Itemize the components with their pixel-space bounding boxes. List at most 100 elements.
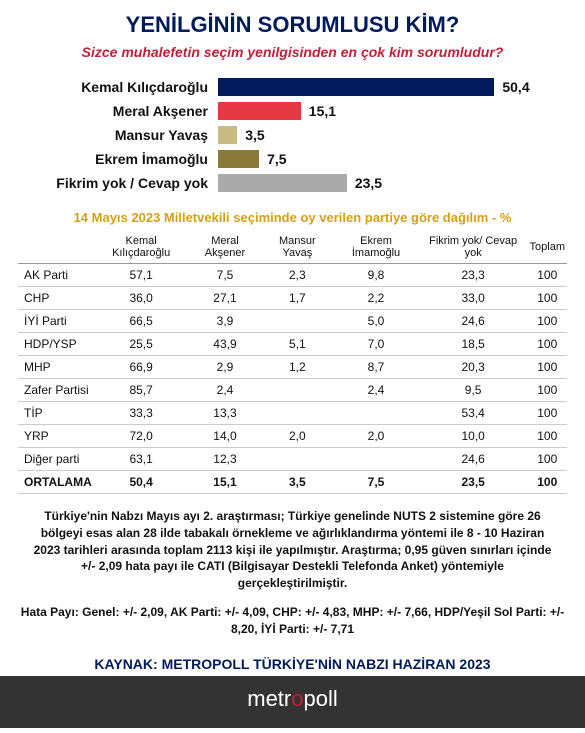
table-cell: 100 <box>528 379 568 402</box>
table-header-cell: Mansur Yavaş <box>261 231 333 264</box>
bar-value: 3,5 <box>245 127 264 143</box>
bar-value: 7,5 <box>267 151 286 167</box>
table-title: 14 Mayıs 2023 Milletvekili seçiminde oy … <box>18 210 567 225</box>
table-row: MHP66,92,91,28,720,3100 <box>18 356 567 379</box>
bar-track: 15,1 <box>218 102 547 120</box>
table-cell: 8,7 <box>333 356 419 379</box>
table-row: ORTALAMA50,415,13,57,523,5100 <box>18 471 567 494</box>
table-cell: HDP/YSP <box>18 333 94 356</box>
table-cell: 2,3 <box>261 264 333 287</box>
table-cell: 53,4 <box>419 402 528 425</box>
bar-fill <box>218 150 259 168</box>
table-cell: MHP <box>18 356 94 379</box>
table-row: CHP36,027,11,72,233,0100 <box>18 287 567 310</box>
subtitle: Sizce muhalefetin seçim yenilgisinden en… <box>18 44 567 60</box>
bar-track: 3,5 <box>218 126 547 144</box>
table-cell: 2,2 <box>333 287 419 310</box>
table-cell: 15,1 <box>189 471 262 494</box>
table-cell: 63,1 <box>94 448 189 471</box>
table-row: İYİ Parti66,53,95,024,6100 <box>18 310 567 333</box>
table-cell: 100 <box>528 310 568 333</box>
bar-value: 50,4 <box>502 79 529 95</box>
bar-fill <box>218 78 494 96</box>
bar-fill <box>218 174 347 192</box>
table-header-cell: Toplam <box>528 231 568 264</box>
table-cell: 10,0 <box>419 425 528 448</box>
bar-track: 7,5 <box>218 150 547 168</box>
table-cell: 100 <box>528 356 568 379</box>
table-header-cell: Kemal Kılıçdaroğlu <box>94 231 189 264</box>
bar-label: Meral Akşener <box>38 103 218 119</box>
table-cell: AK Parti <box>18 264 94 287</box>
table-row: Zafer Partisi85,72,42,49,5100 <box>18 379 567 402</box>
table-cell: 100 <box>528 471 568 494</box>
table-cell: 23,5 <box>419 471 528 494</box>
table-cell: 33,3 <box>94 402 189 425</box>
table-cell: 23,3 <box>419 264 528 287</box>
table-cell: TİP <box>18 402 94 425</box>
table-cell: 20,3 <box>419 356 528 379</box>
table-cell: 3,9 <box>189 310 262 333</box>
table-row: Diğer parti63,112,324,6100 <box>18 448 567 471</box>
table-cell: 2,0 <box>333 425 419 448</box>
table-cell: 7,0 <box>333 333 419 356</box>
bar-row: Meral Akşener 15,1 <box>38 102 547 120</box>
main-title: YENİLGİNİN SORUMLUSU KİM? <box>18 12 567 38</box>
table-header-cell: Fikrim yok/ Cevap yok <box>419 231 528 264</box>
table-cell: 9,8 <box>333 264 419 287</box>
table-header-cell: Ekrem İmamoğlu <box>333 231 419 264</box>
breakdown-table: Kemal KılıçdaroğluMeral AkşenerMansur Ya… <box>18 231 567 494</box>
table-cell <box>261 448 333 471</box>
bar-chart: Kemal Kılıçdaroğlu50,4Meral Akşener15,1M… <box>38 78 547 192</box>
table-header-cell <box>18 231 94 264</box>
table-cell: 5,0 <box>333 310 419 333</box>
table-cell <box>333 448 419 471</box>
table-cell: 100 <box>528 264 568 287</box>
table-cell: 1,7 <box>261 287 333 310</box>
methodology-text: Türkiye'nin Nabzı Mayıs ayı 2. araştırma… <box>28 508 557 592</box>
bar-fill <box>218 126 237 144</box>
table-cell <box>333 402 419 425</box>
table-cell: 72,0 <box>94 425 189 448</box>
table-cell: 3,5 <box>261 471 333 494</box>
table-header-cell: Meral Akşener <box>189 231 262 264</box>
table-row: HDP/YSP25,543,95,17,018,5100 <box>18 333 567 356</box>
table-cell: 2,0 <box>261 425 333 448</box>
table-cell: 100 <box>528 448 568 471</box>
table-cell: 24,6 <box>419 310 528 333</box>
table-cell: 7,5 <box>189 264 262 287</box>
bar-fill <box>218 102 301 120</box>
bar-row: Mansur Yavaş 3,5 <box>38 126 547 144</box>
table-cell: 100 <box>528 287 568 310</box>
table-cell: ORTALAMA <box>18 471 94 494</box>
table-cell: 2,4 <box>333 379 419 402</box>
table-cell: 57,1 <box>94 264 189 287</box>
table-cell: 27,1 <box>189 287 262 310</box>
table-cell: 14,0 <box>189 425 262 448</box>
table-cell: 18,5 <box>419 333 528 356</box>
table-cell: YRP <box>18 425 94 448</box>
table-cell: 13,3 <box>189 402 262 425</box>
table-cell: 66,5 <box>94 310 189 333</box>
bar-track: 23,5 <box>218 174 547 192</box>
table-cell <box>261 402 333 425</box>
bar-row: Ekrem İmamoğlu7,5 <box>38 150 547 168</box>
bar-label: Kemal Kılıçdaroğlu <box>38 79 218 95</box>
table-cell: 66,9 <box>94 356 189 379</box>
bar-value: 23,5 <box>355 175 382 191</box>
table-cell: 12,3 <box>189 448 262 471</box>
table-cell: CHP <box>18 287 94 310</box>
table-cell: 50,4 <box>94 471 189 494</box>
bar-label: Mansur Yavaş <box>38 127 218 143</box>
table-cell: 100 <box>528 425 568 448</box>
table-cell: 43,9 <box>189 333 262 356</box>
margin-text: Hata Payı: Genel: +/- 2,09, AK Parti: +/… <box>18 604 567 638</box>
bar-value: 15,1 <box>309 103 336 119</box>
table-cell: 9,5 <box>419 379 528 402</box>
table-cell: 33,0 <box>419 287 528 310</box>
footer-brand: metropoll <box>0 676 585 728</box>
table-cell: 1,2 <box>261 356 333 379</box>
table-row: YRP72,014,02,02,010,0100 <box>18 425 567 448</box>
table-cell <box>261 310 333 333</box>
table-cell: 100 <box>528 333 568 356</box>
